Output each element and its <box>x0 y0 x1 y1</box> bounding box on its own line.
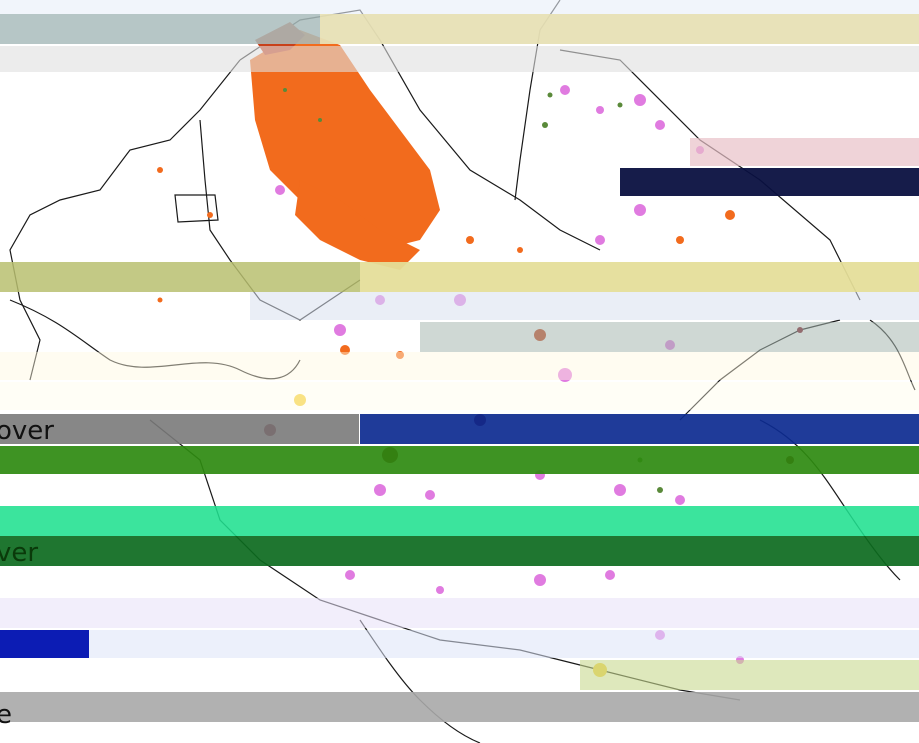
magenta-patch <box>534 574 546 586</box>
green-patch <box>547 92 553 98</box>
magenta-patch <box>605 570 615 580</box>
green-patch <box>283 88 287 92</box>
magenta-patch <box>595 235 605 245</box>
magenta-patch <box>275 185 285 195</box>
orange-patch <box>340 345 350 355</box>
magenta-patch <box>558 368 572 382</box>
artifact-band <box>0 536 919 566</box>
district-box <box>174 194 219 223</box>
magenta-patch <box>634 94 646 106</box>
orange-patch <box>157 167 163 173</box>
orange-patch <box>207 212 213 218</box>
legend-fragment: ver <box>0 538 39 568</box>
orange-patch <box>466 236 474 244</box>
magenta-patch <box>596 106 604 114</box>
magenta-patch <box>675 495 685 505</box>
orange-patch <box>725 210 735 220</box>
artifact-band <box>0 382 919 410</box>
green-patch <box>542 122 548 128</box>
magenta-patch <box>634 204 646 216</box>
artifact-band <box>0 630 919 658</box>
legend-fragment: over <box>0 416 54 446</box>
yellow-patch <box>294 394 306 406</box>
legend-fragment: e <box>0 700 12 730</box>
artifact-band <box>0 598 919 628</box>
artifact-band <box>320 14 919 44</box>
magenta-patch <box>560 85 570 95</box>
orange-patch <box>517 247 523 253</box>
land-cover-orange <box>157 30 735 359</box>
orange-patch <box>396 351 404 359</box>
magenta-patch <box>374 484 386 496</box>
magenta-patch <box>614 484 626 496</box>
green-patch <box>318 118 322 122</box>
artifact-band <box>0 506 919 536</box>
orange-patch <box>157 297 163 303</box>
orange-cluster-south <box>295 180 420 270</box>
river-west <box>9 299 301 380</box>
green-patch <box>617 102 623 108</box>
magenta-patch <box>334 324 346 336</box>
artifact-band <box>420 322 919 352</box>
magenta-patch <box>436 586 444 594</box>
green-patch <box>657 487 663 493</box>
orange-patch <box>676 236 684 244</box>
artifact-band <box>690 138 919 166</box>
artifact-band <box>0 46 919 72</box>
artifact-band <box>0 0 919 14</box>
artifact-band <box>250 292 919 320</box>
orange-cluster-north <box>250 30 440 250</box>
artifact-band <box>0 630 89 658</box>
magenta-patch <box>345 570 355 580</box>
magenta-patch <box>655 120 665 130</box>
artifact-band <box>360 262 919 292</box>
artifact-band <box>0 352 919 380</box>
artifact-band <box>620 168 919 196</box>
artifact-band <box>0 692 919 722</box>
artifact-band <box>580 660 919 690</box>
artifact-band <box>360 414 919 444</box>
artifact-band <box>0 414 359 444</box>
region-boundary-west <box>9 59 241 381</box>
magenta-patch <box>425 490 435 500</box>
artifact-band <box>0 446 919 474</box>
